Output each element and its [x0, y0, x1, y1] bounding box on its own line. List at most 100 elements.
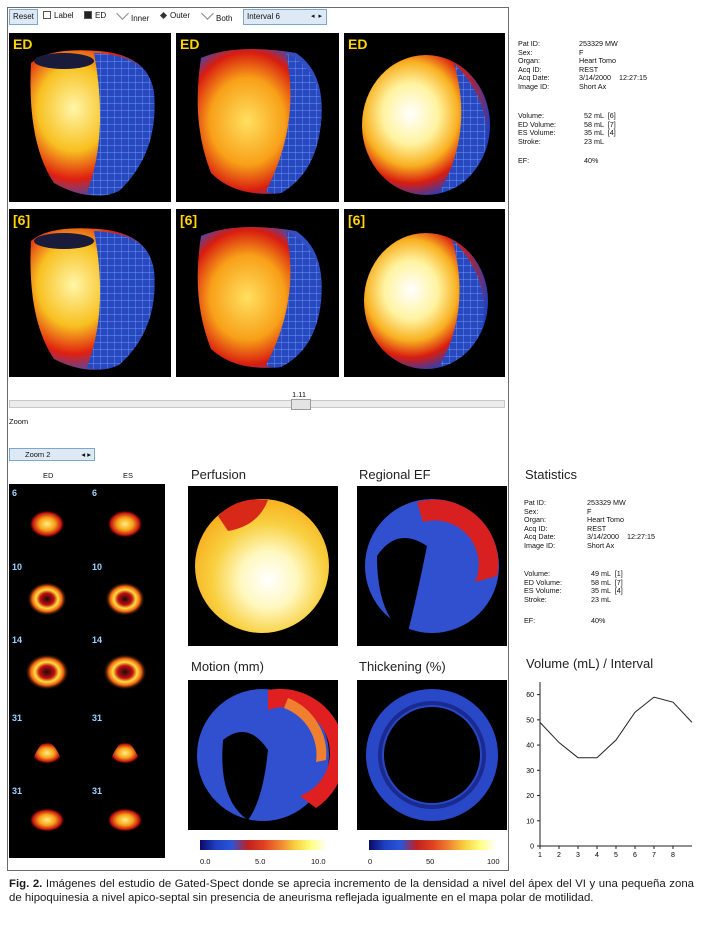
info-value: 3/14/2000 12:27:15 — [579, 73, 647, 83]
caption-text: Imágenes del estudio de Gated-Spect dond… — [9, 878, 694, 904]
info-key: Pat ID: — [524, 498, 546, 507]
thick-tick: 50 — [426, 857, 435, 866]
zoom-stepper[interactable]: Zoom 2 ◂ ▸ — [9, 448, 95, 461]
label-checkbox-box[interactable] — [43, 11, 51, 19]
info-value: 35 mL [4] — [591, 586, 623, 596]
perfusion-polar-image — [195, 499, 329, 633]
y-tick-label: 20 — [526, 793, 534, 800]
info-value: REST — [579, 64, 599, 74]
slider-value: 1.11 — [292, 390, 307, 399]
info-value: 23 mL — [584, 136, 604, 146]
motion-colorbar — [200, 840, 327, 850]
thickening-map — [357, 680, 507, 830]
info-value: 40% — [591, 616, 606, 625]
info-value: Short Ax — [579, 82, 607, 91]
both-radio[interactable]: Both — [201, 7, 233, 23]
inner-text: Inner — [131, 14, 150, 23]
heart-view-interval-lateral: [6] — [176, 209, 339, 377]
panel-label: [6] — [180, 212, 198, 228]
slice-number: 14 — [92, 635, 103, 645]
info-key: ES Volume: — [518, 128, 556, 138]
es-column-header: ES — [123, 471, 134, 480]
info-key: Acq ID: — [518, 64, 542, 74]
heart-view-ed-anterior: ED — [9, 33, 171, 202]
regional-ef-title: Regional EF — [359, 467, 431, 482]
thickening-title: Thickening (%) — [359, 659, 446, 674]
y-tick-label: 60 — [526, 692, 534, 699]
info-key: ES Volume: — [524, 586, 562, 596]
outer-text: Outer — [170, 11, 191, 20]
label-text: Label — [54, 11, 74, 20]
info-key: Sex: — [524, 506, 539, 516]
info-value: F — [587, 506, 592, 516]
interval-stepper[interactable]: Interval 6 ◂ ▸ — [243, 9, 327, 25]
x-tick-label: 7 — [652, 852, 656, 859]
info-value: Heart Tomo — [579, 56, 617, 66]
info-key: Stroke: — [518, 136, 541, 146]
x-tick-label: 3 — [576, 852, 580, 859]
info-key: ED Volume: — [518, 119, 556, 129]
ed-text: ED — [95, 11, 107, 20]
info-key: Volume: — [524, 569, 550, 578]
slice-number: 6 — [92, 488, 98, 498]
motion-polar-image — [197, 688, 338, 821]
y-tick-label: 50 — [526, 717, 534, 724]
slice-images — [25, 510, 147, 832]
thick-tick: 100 — [487, 857, 500, 866]
volume-chart-title: Volume (mL) / Interval — [526, 656, 654, 671]
chevron-down-icon — [116, 7, 129, 20]
x-tick-label: 4 — [595, 852, 599, 859]
info-value: 58 mL [7] — [584, 119, 616, 129]
x-tick-label: 8 — [671, 852, 675, 859]
outer-radio[interactable]: Outer — [159, 9, 191, 23]
info-key: Volume: — [518, 111, 544, 120]
zoom-arrows-icon[interactable]: ◂ ▸ — [81, 450, 91, 459]
info-value: 3/14/2000 12:27:15 — [587, 532, 655, 542]
heart-render-image — [197, 49, 322, 194]
both-text: Both — [216, 14, 233, 23]
zoom-slider-thumb[interactable] — [291, 399, 311, 410]
interval-arrows-icon[interactable]: ◂ ▸ — [311, 13, 323, 20]
chevron-down-icon — [201, 7, 214, 20]
info-key: Sex: — [518, 47, 533, 57]
heart-render-image — [197, 227, 322, 368]
heart-view-ed-apex: ED — [344, 33, 505, 202]
zoom-slider-track[interactable] — [9, 400, 505, 408]
motion-map — [188, 680, 338, 830]
heart-view-interval-apex: [6] — [344, 209, 505, 377]
info-key: Acq Date: — [524, 532, 556, 542]
ed-checkbox[interactable]: ED — [84, 9, 106, 23]
x-tick-label: 6 — [633, 852, 637, 859]
info-key: Acq Date: — [518, 73, 550, 83]
info-key: Pat ID: — [518, 39, 540, 48]
info-key: Acq ID: — [524, 523, 548, 533]
panel-label: [6] — [13, 212, 31, 228]
caption-prefix: Fig. 2. — [9, 878, 43, 890]
panel-label: [6] — [348, 212, 366, 228]
slice-number: 10 — [12, 562, 23, 572]
zoom-label: Zoom — [9, 417, 29, 426]
y-tick-label: 10 — [526, 818, 534, 825]
motion-tick: 0.0 — [200, 857, 211, 866]
y-tick-label: 30 — [526, 768, 534, 775]
info-value: 49 mL [1] — [591, 569, 623, 578]
label-checkbox[interactable]: Label — [43, 9, 74, 23]
x-tick-label: 5 — [614, 852, 618, 859]
info-value: 58 mL [7] — [591, 577, 623, 587]
zoom-stepper-label: Zoom 2 — [25, 450, 51, 459]
reset-button[interactable]: Reset — [9, 9, 38, 25]
interval-label: Interval 6 — [247, 12, 280, 21]
panel-label: ED — [180, 36, 200, 52]
slice-number: 10 — [92, 562, 103, 572]
info-value: 253329 MW — [579, 39, 618, 48]
slice-number: 31 — [92, 713, 103, 723]
motion-tick: 5.0 — [255, 857, 266, 866]
x-tick-label: 2 — [557, 852, 561, 859]
y-tick-label: 0 — [530, 844, 534, 851]
info-value: 40% — [584, 156, 599, 165]
inner-radio[interactable]: Inner — [116, 7, 150, 23]
slice-grid: 6 6 10 10 14 14 31 31 31 31 — [9, 484, 165, 858]
heart-render-image — [364, 233, 488, 369]
motion-tick: 10.0 — [311, 857, 326, 866]
ed-checkbox-box[interactable] — [84, 11, 92, 19]
